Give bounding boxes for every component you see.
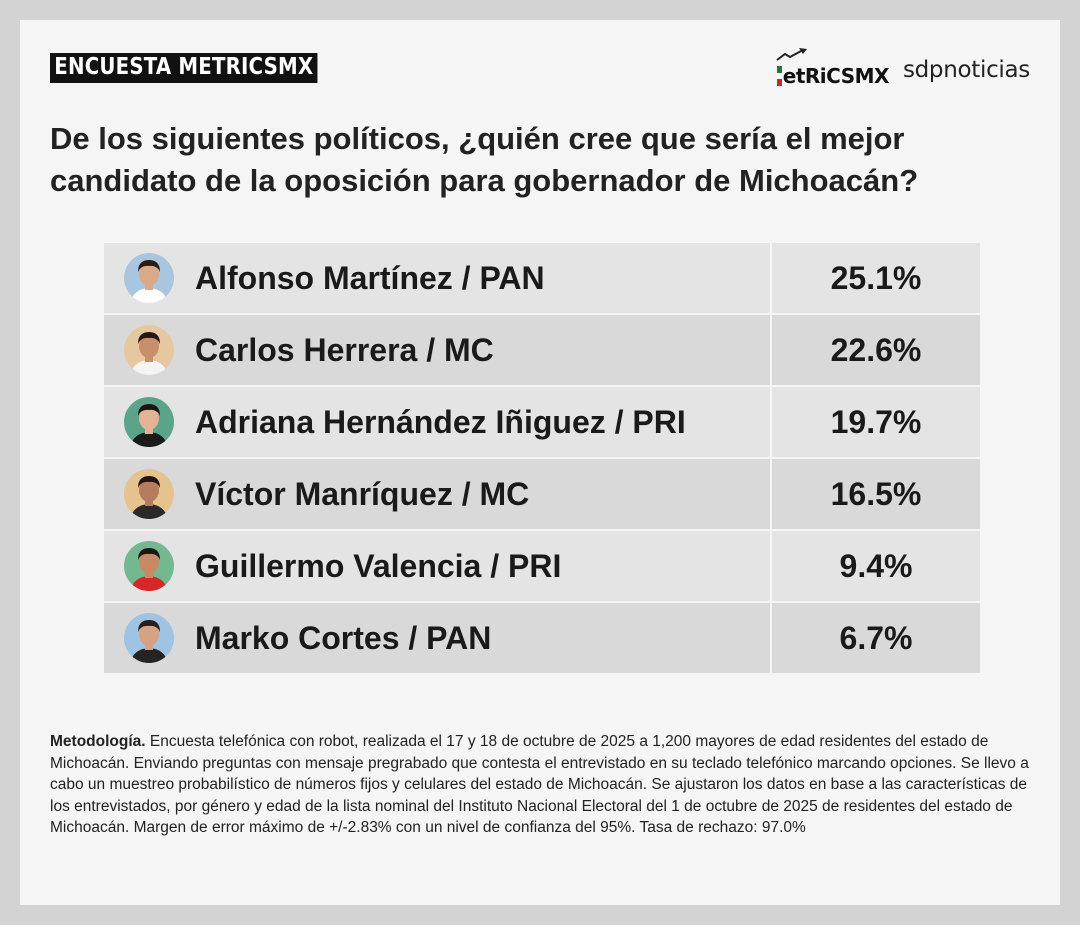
metricsmx-logo: etRiCSMX [776, 48, 890, 88]
candidate-cell: Adriana Hernández Iñiguez / PRI [104, 387, 770, 457]
table-row: Adriana Hernández Iñiguez / PRI 19.7% [104, 387, 980, 457]
methodology-text: Encuesta telefónica con robot, realizada… [50, 733, 1029, 836]
metricsmx-logo-text: etRiCSMX [782, 64, 890, 88]
survey-badge: ENCUESTA METRICSMX [50, 53, 318, 83]
candidate-percentage: 19.7% [772, 387, 980, 457]
candidate-cell: Marko Cortes / PAN [104, 603, 770, 673]
candidate-name: Víctor Manríquez / MC [195, 475, 530, 512]
poll-card: ENCUESTA METRICSMX etRiCSMX sdpnoticias … [20, 20, 1060, 905]
candidate-avatar [124, 469, 174, 519]
candidate-name: Guillermo Valencia / PRI [195, 547, 562, 584]
candidate-percentage: 9.4% [772, 531, 980, 601]
table-row: Marko Cortes / PAN 6.7% [104, 603, 980, 673]
candidate-percentage: 22.6% [772, 315, 980, 385]
trend-arrow-icon [776, 48, 807, 61]
candidate-name: Adriana Hernández Iñiguez / PRI [195, 403, 686, 440]
survey-question: De los siguientes políticos, ¿quién cree… [50, 121, 919, 198]
candidate-avatar [124, 541, 174, 591]
candidate-percentage: 25.1% [772, 243, 980, 313]
mexico-flag-icon [776, 66, 782, 87]
candidate-avatar [124, 253, 174, 303]
candidate-percentage: 16.5% [772, 459, 980, 529]
candidate-avatar [124, 325, 174, 375]
table-row: Alfonso Martínez / PAN 25.1% [104, 243, 980, 313]
logos: etRiCSMX sdpnoticias [776, 48, 1030, 90]
candidate-avatar [124, 397, 174, 447]
methodology-note: Metodología. Encuesta telefónica con rob… [50, 731, 1040, 839]
table-row: Carlos Herrera / MC 22.6% [104, 315, 980, 385]
candidate-cell: Víctor Manríquez / MC [104, 459, 770, 529]
candidate-cell: Carlos Herrera / MC [104, 315, 770, 385]
candidate-cell: Guillermo Valencia / PRI [104, 531, 770, 601]
candidate-name: Carlos Herrera / MC [195, 331, 494, 368]
sdpnoticias-logo: sdpnoticias [902, 57, 1030, 83]
candidate-name: Marko Cortes / PAN [195, 619, 492, 656]
candidate-percentage: 6.7% [772, 603, 980, 673]
methodology-label: Metodología. [50, 733, 146, 750]
candidate-cell: Alfonso Martínez / PAN [104, 243, 770, 313]
table-row: Víctor Manríquez / MC 16.5% [104, 459, 980, 529]
candidate-avatar [124, 613, 174, 663]
table-row: Guillermo Valencia / PRI 9.4% [104, 531, 980, 601]
results-table: Alfonso Martínez / PAN 25.1% Carlos Herrer… [104, 243, 980, 675]
candidate-name: Alfonso Martínez / PAN [195, 259, 545, 296]
